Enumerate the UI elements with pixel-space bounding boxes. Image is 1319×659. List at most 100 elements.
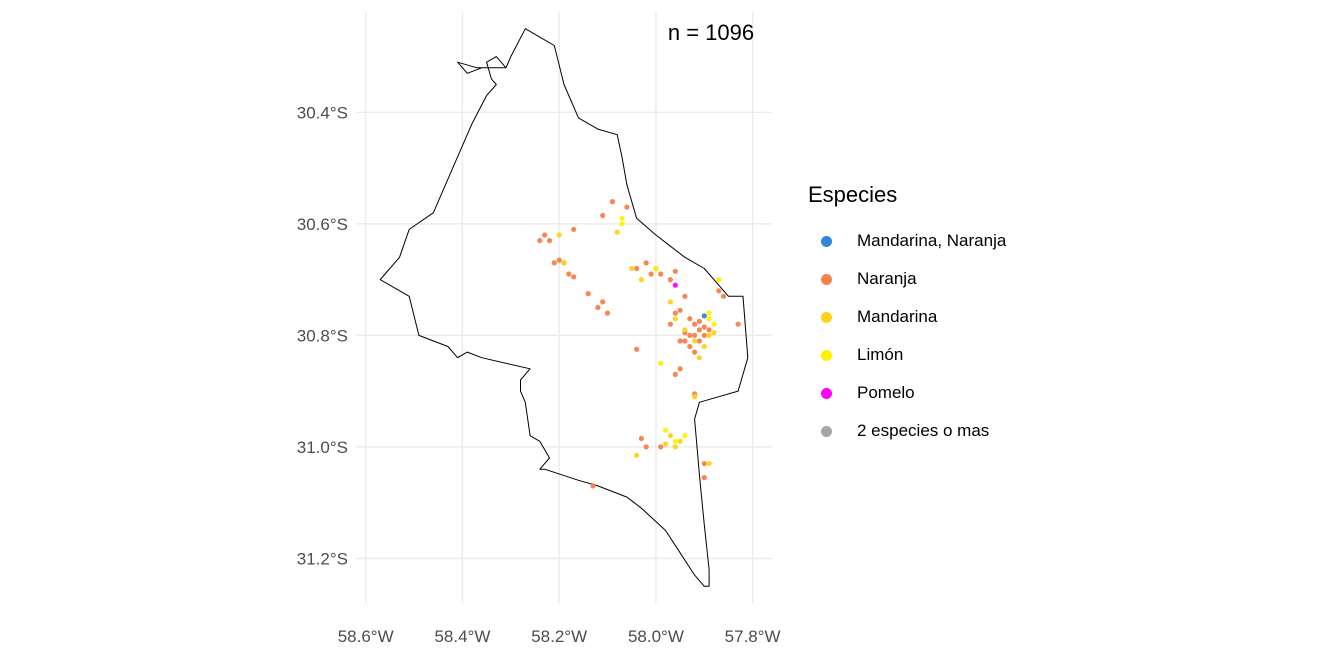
point [658,444,664,450]
legend-item: Naranja [808,260,1006,298]
point [672,438,678,444]
x-tick-label: 58.4°W [434,627,490,646]
point [658,360,664,366]
point [537,238,543,244]
point [653,265,659,272]
point [619,215,625,221]
legend-item: 2 especies o mas [808,412,1006,450]
point [590,483,596,489]
region-boundary [379,28,749,587]
point [706,327,712,333]
x-tick-label: 58.2°W [531,627,587,646]
legend-item: Mandarina, Naranja [808,222,1006,260]
point [643,444,649,450]
point [667,277,674,283]
point [682,433,688,439]
point [677,307,683,313]
point [677,366,683,372]
point [701,475,707,481]
legend-label: Mandarina, Naranja [857,231,1007,250]
point [542,232,548,238]
point [701,332,707,338]
point [706,316,712,322]
point [663,441,669,447]
point [711,330,717,336]
x-tick-label: 58.0°W [628,627,684,646]
boundary-outline [379,28,749,587]
point [556,232,562,238]
point [701,343,707,350]
point [604,310,611,316]
point [648,271,654,277]
legend-item: Mandarina [808,298,1006,336]
point [546,238,553,244]
point [667,433,674,439]
y-tick-label: 30.4°S [297,103,348,122]
point [687,343,693,350]
point [711,321,717,327]
legend-key-dot [821,273,832,285]
point [706,310,712,316]
observation-points [537,199,741,489]
point [638,277,645,283]
point [561,260,567,266]
point [706,461,712,467]
point [634,452,640,458]
y-tick-label: 30.8°S [297,326,348,345]
legend-key-dot [821,425,832,437]
y-tick-label: 31.2°S [297,549,348,568]
point [687,332,693,338]
point [701,461,707,467]
legend-key-dot [821,387,832,399]
legend-item: Pomelo [808,374,1006,412]
point [687,316,693,322]
point [556,257,562,263]
point [672,316,678,322]
point [566,271,572,277]
point [706,332,712,338]
point [658,271,664,277]
point [672,268,678,274]
point [692,394,698,400]
point [672,310,678,316]
point [551,260,557,266]
point [634,346,640,352]
point [696,327,703,333]
point [609,199,616,205]
point [692,321,698,327]
point [672,282,678,288]
point [701,313,707,319]
point [682,293,688,299]
legend-item: Limón [808,336,1006,374]
legend-label: 2 especies o mas [857,421,990,440]
legend-key-dot [821,349,832,361]
legend-items: Mandarina, Naranja Naranja Mandarina Limón P… [808,222,1006,450]
axis-tick-labels: 58.6°W 58.4°W 58.2°W 58.0°W 57.8°W 30.4°S 30.6… [297,103,781,646]
point [716,288,722,294]
point [692,338,698,344]
point [716,277,722,283]
point [682,327,688,333]
point [682,338,688,344]
point [595,304,601,311]
point [672,444,678,450]
point [663,427,669,433]
point [638,435,645,442]
y-tick-label: 30.6°S [297,215,348,234]
point [721,293,727,299]
point [614,229,620,235]
point [672,371,678,377]
point [692,332,698,338]
point [600,212,606,219]
point [677,338,683,344]
sample-size-annotation: n = 1096 [668,20,754,45]
legend-key-dot [821,311,832,323]
point [667,321,674,327]
legend-label: Mandarina [857,307,938,326]
point [701,324,707,330]
point [629,265,635,272]
gridlines [356,12,772,603]
point [696,355,703,361]
legend-key-dot [821,235,832,247]
